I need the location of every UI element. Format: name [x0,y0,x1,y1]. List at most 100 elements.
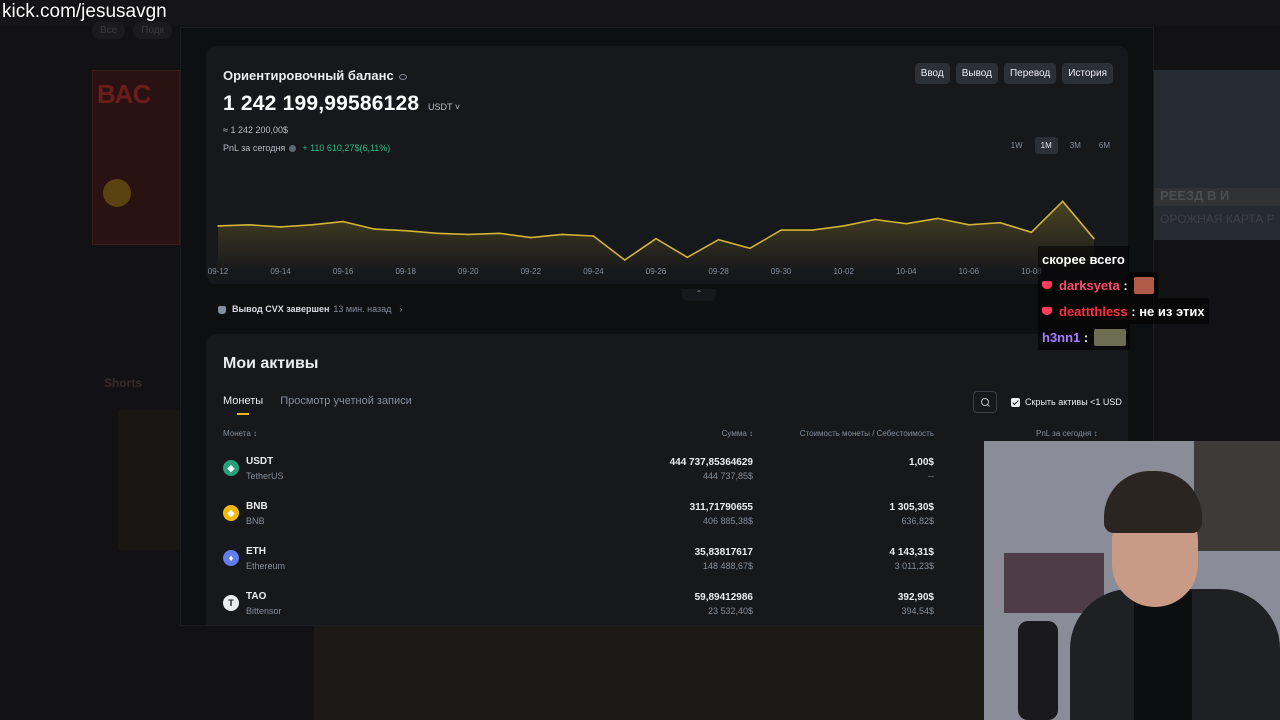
heart-badge-icon [1042,281,1052,289]
chart-point[interactable] [686,256,689,259]
asset-name: TetherUS [246,471,284,481]
x-tick-label: 09-14 [270,267,291,276]
balance-unit-dropdown[interactable]: USDT ˅ [428,102,460,112]
transfer-button[interactable]: Перевод [1003,63,1057,84]
x-tick-label: 09-16 [333,267,354,276]
stream-watermark: kick.com/jesusavgn [2,1,167,22]
chart-point[interactable] [717,238,720,241]
chart-point[interactable] [561,233,563,236]
range-6m[interactable]: 6M [1098,141,1110,150]
chart-point[interactable] [1030,231,1033,234]
withdraw-button[interactable]: Вывод [955,63,998,84]
background-short-thumbnail[interactable] [118,410,180,550]
asset-row[interactable]: ♦ ETH Ethereum 35,83817617 148 488,67$ 4… [206,545,1128,589]
chart-point[interactable] [968,224,970,226]
microphone-icon [1018,621,1058,720]
chart-point[interactable] [311,224,313,226]
column-coin[interactable]: Монета ↕ [223,429,258,438]
withdraw-notice[interactable]: Вывод CVX завершен 13 мин. назад › [218,304,402,314]
balance-approx: ≈ 1 242 200,00$ [223,125,288,135]
shorts-heading: Shorts [104,376,143,390]
chart-point[interactable] [655,237,657,240]
chart-point[interactable] [1061,200,1064,203]
checkbox-icon [1011,398,1020,408]
balance-actions: Ввод Вывод Перевод История [914,63,1113,84]
chart-point[interactable] [780,229,782,231]
chat-text: не из этих [1139,303,1205,319]
asset-amount: 444 737,85364629 [669,457,753,468]
collapse-chart-button[interactable]: ⌃ [682,289,716,301]
pnl-today: PnL за сегодня + 110 610,27$(6,11%) [223,143,390,153]
balance-card: Ориентировочный баланс 1 242 199,9958612… [206,46,1128,301]
column-pnl-today[interactable]: PnL за сегодня ↕ [1036,429,1098,438]
chart-point[interactable] [279,226,282,228]
heart-badge-icon [1042,307,1052,315]
search-icon[interactable] [973,391,997,413]
chat-message: скорее всего [1038,246,1129,272]
chart-point[interactable] [404,229,407,232]
asset-symbol: ETH [246,546,266,557]
thumbnail-title: РЕЕЗД В И [1154,188,1280,206]
background-tab[interactable]: Все [92,22,126,39]
chart-point[interactable] [342,220,344,223]
eth-icon: ♦ [223,550,239,566]
bnb-icon: ◆ [223,505,239,521]
asset-row[interactable]: ◆ USDT TetherUS 444 737,85364629 444 737… [206,455,1128,499]
asset-cost: 394,54$ [901,606,934,616]
range-3m[interactable]: 3M [1069,141,1081,150]
background-topbar [0,0,1280,26]
background-tab[interactable]: Подк [133,22,172,39]
chart-point[interactable] [874,218,876,221]
chart-point[interactable] [1093,237,1095,240]
asset-amount: 311,71790655 [689,502,753,513]
chart-point[interactable] [373,228,376,230]
chevron-right-icon: › [399,304,403,314]
tab-coins[interactable]: Монеты [223,395,264,415]
emote-icon [1094,328,1127,346]
chart-point[interactable] [842,225,845,227]
chart-point[interactable] [592,235,595,237]
asset-price: 4 143,31$ [889,547,935,558]
chat-message: h3nn1 : [1038,324,1131,350]
chart-point[interactable] [811,229,814,231]
asset-row[interactable]: ◆ BNB BNB 311,71790655 406 885,38$ 1 305… [206,500,1128,544]
range-1m[interactable]: 1M [1034,137,1058,154]
webcam-shelf [1194,441,1280,551]
chart-point[interactable] [749,247,751,250]
chart-point[interactable] [248,224,251,226]
hide-small-assets-label: Скрыть активы <1 USD [1025,397,1122,407]
range-1w[interactable]: 1W [1010,141,1023,150]
chart-point[interactable] [217,225,219,227]
chart-point[interactable] [905,222,908,225]
x-tick-label: 10-06 [959,267,980,276]
chart-point[interactable] [623,259,626,261]
x-tick-label: 09-18 [395,267,416,276]
webcam-streamer-hair [1104,471,1202,533]
background-video-thumbnail[interactable]: ВАС [92,70,180,245]
chart-point[interactable] [530,236,532,239]
x-tick-label: 10-08 [1021,267,1042,276]
hide-small-assets-checkbox[interactable]: Скрыть активы <1 USD [1011,397,1122,408]
eye-icon[interactable] [398,73,407,80]
webcam-clothes [1004,553,1104,613]
column-amount[interactable]: Сумма ↕ [721,429,753,438]
range-selector: 1W 1M 3M 6M [1005,137,1116,154]
chart-point[interactable] [999,221,1001,224]
chat-colon: : [1127,303,1140,319]
chart-point[interactable] [498,232,501,235]
chart-point[interactable] [467,233,470,236]
background-right-thumbnail[interactable]: РЕЕЗД В И ОРОЖНАЯ КАРТА Р [1154,70,1280,240]
info-icon[interactable] [289,145,297,153]
asset-amount-usd: 23 532,40$ [707,606,753,616]
thumbnail-title-art: ВАС [97,79,152,109]
chart-point[interactable] [936,217,939,220]
deposit-button[interactable]: Ввод [914,63,950,84]
x-tick-label: 09-12 [208,267,229,276]
column-price-cost[interactable]: Стоимость монеты / Себестоимость [799,429,934,438]
history-button[interactable]: История [1062,63,1113,84]
webcam-feed [984,441,1280,720]
tab-account-view[interactable]: Просмотр учетной записи [280,395,412,407]
chart-point[interactable] [436,232,438,235]
asset-symbol: TAO [246,591,267,602]
asset-row[interactable]: T TAO Bittensor 59,89412986 23 532,40$ 3… [206,590,1128,625]
